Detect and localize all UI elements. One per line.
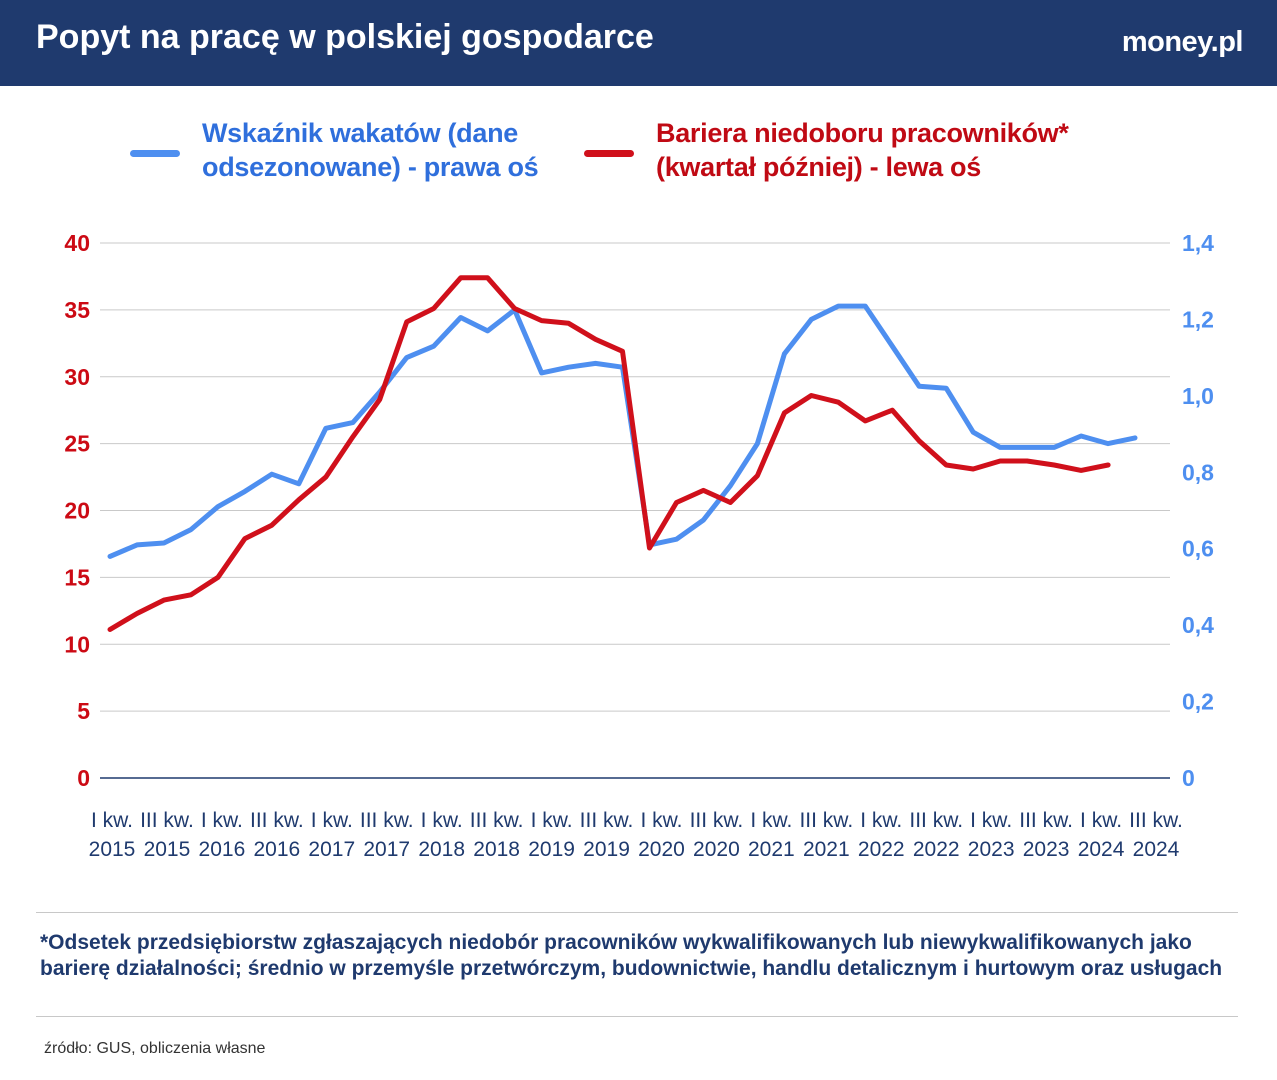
left-axis-tick-label: 30 <box>64 364 90 390</box>
x-axis-tick-label-year: 2015 <box>144 838 191 861</box>
x-axis-tick-label-year: 2023 <box>1023 838 1070 861</box>
x-axis-tick-label-year: 2020 <box>638 838 685 861</box>
x-axis-tick-label-year: 2024 <box>1078 838 1125 861</box>
right-axis-tick-label: 0,8 <box>1182 459 1214 485</box>
x-axis-tick-label-year: 2017 <box>363 838 410 861</box>
x-axis-tick-label-quarter: III kw. <box>470 809 524 832</box>
legend-label-shortage-line2: (kwartał później) - lewa oś <box>656 152 981 182</box>
x-axis-tick-label-year: 2022 <box>913 838 960 861</box>
header-bar: Popyt na pracę w polskiej gospodarce mon… <box>0 0 1277 86</box>
x-axis-tick-label-year: 2022 <box>858 838 905 861</box>
footnote: *Odsetek przedsiębiorstw zgłaszających n… <box>40 931 1223 980</box>
series-line-shortage <box>107 275 1111 632</box>
gridlines <box>100 242 1170 779</box>
x-axis-tick-label-quarter: I kw. <box>421 809 463 832</box>
x-axis-tick-label-year: 2016 <box>253 838 300 861</box>
x-axis-tick-label-year: 2021 <box>803 838 850 861</box>
x-axis-tick-label-quarter: I kw. <box>640 809 682 832</box>
right-axis-tick-label: 0,2 <box>1182 689 1214 715</box>
legend-label-vacancy-line1: Wskaźnik wakatów (dane <box>202 118 518 148</box>
x-axis-tick-label-quarter: III kw. <box>360 809 414 832</box>
left-axis-tick-label: 15 <box>64 564 90 590</box>
left-axis-tick-label: 25 <box>64 431 90 457</box>
legend-label-vacancy: Wskaźnik wakatów (dane odsezonowane) - p… <box>202 116 622 184</box>
footnote-divider-bottom <box>36 1016 1238 1017</box>
left-axis-tick-label: 35 <box>64 297 90 323</box>
footnote-divider-top <box>36 912 1238 913</box>
right-axis-tick-label: 0 <box>1182 765 1195 791</box>
x-axis-tick-label-quarter: I kw. <box>201 809 243 832</box>
series-line-vacancy <box>107 303 1138 559</box>
series-lines <box>107 275 1138 632</box>
legend-label-shortage-line1: Bariera niedoboru pracowników* <box>656 118 1069 148</box>
right-axis-ticks: 0 0,2 0,4 0,6 0,8 1,0 1,2 1,4 <box>1182 230 1214 791</box>
x-axis-tick-label-year: 2020 <box>693 838 740 861</box>
right-axis-tick-label: 1,0 <box>1182 383 1214 409</box>
x-axis-tick-label-year: 2023 <box>968 838 1015 861</box>
x-axis-tick-label-quarter: I kw. <box>970 809 1012 832</box>
legend-label-shortage: Bariera niedoboru pracowników* (kwartał … <box>656 116 1126 184</box>
x-axis-tick-label-quarter: III kw. <box>580 809 634 832</box>
legend-label-vacancy-line2: odsezonowane) - prawa oś <box>202 152 539 182</box>
x-axis-tick-label-quarter: I kw. <box>531 809 573 832</box>
left-axis-tick-label: 0 <box>77 765 90 791</box>
x-axis-tick-label-quarter: I kw. <box>1080 809 1122 832</box>
legend-swatch-vacancy <box>130 150 180 157</box>
x-axis-tick-label-quarter: III kw. <box>690 809 744 832</box>
right-axis-tick-label: 0,6 <box>1182 536 1214 562</box>
right-axis-tick-label: 1,4 <box>1182 230 1214 256</box>
left-axis-tick-label: 10 <box>64 631 90 657</box>
right-axis-tick-label: 1,2 <box>1182 306 1214 332</box>
x-axis-tick-label-quarter: I kw. <box>750 809 792 832</box>
x-axis-tick-label-quarter: I kw. <box>311 809 353 832</box>
x-axis-tick-label-quarter: III kw. <box>799 809 853 832</box>
x-axis-tick-label-year: 2024 <box>1133 838 1180 861</box>
x-axis-tick-label-year: 2019 <box>528 838 575 861</box>
x-axis-tick-label-quarter: I kw. <box>860 809 902 832</box>
x-axis-tick-label-year: 2019 <box>583 838 630 861</box>
left-axis-tick-label: 5 <box>77 698 90 724</box>
x-axis-tick-label-quarter: III kw. <box>1019 809 1073 832</box>
x-axis-tick-label-quarter: III kw. <box>140 809 194 832</box>
x-axis-tick-label-quarter: I kw. <box>91 809 133 832</box>
x-axis-tick-label-year: 2015 <box>89 838 136 861</box>
right-axis-tick-label: 0,4 <box>1182 612 1214 638</box>
x-axis-tick-label-quarter: III kw. <box>1129 809 1183 832</box>
left-axis-tick-label: 20 <box>64 498 90 524</box>
brand-logo: money.pl <box>1121 26 1244 58</box>
source-note: źródło: GUS, obliczenia własne <box>44 1040 266 1057</box>
x-axis-tick-label-quarter: III kw. <box>909 809 963 832</box>
x-axis-tick-label-year: 2017 <box>308 838 355 861</box>
x-axis-tick-label-year: 2021 <box>748 838 795 861</box>
x-axis-tick-label-quarter: III kw. <box>250 809 304 832</box>
x-axis-tick-label-year: 2016 <box>199 838 246 861</box>
left-axis-ticks: 0 5 10 15 20 25 30 35 40 <box>64 230 90 791</box>
x-axis-tick-label-year: 2018 <box>418 838 465 861</box>
left-axis-tick-label: 40 <box>64 230 90 256</box>
x-axis-tick-label-year: 2018 <box>473 838 520 861</box>
page-title: Popyt na pracę w polskiej gospodarce <box>36 18 654 56</box>
legend-swatch-shortage <box>584 150 634 157</box>
